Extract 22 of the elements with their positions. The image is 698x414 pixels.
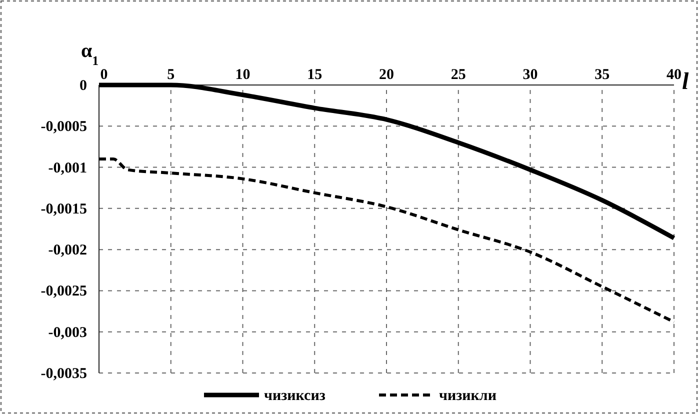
x-tick-label: 35 [594,67,610,83]
x-tick-label: 40 [666,67,682,83]
x-tick-label: 25 [450,67,466,83]
x-tick-label: 30 [522,67,538,83]
x-tick-label: 0 [100,67,108,83]
x-tick-label: 10 [235,67,250,83]
y-tick-label: -0,001 [48,160,87,176]
x-tick-label: 15 [307,67,322,83]
x-tick-label: 5 [167,67,175,83]
y-tick-label: -0,0035 [40,366,87,382]
legend-label: чизиксиз [264,388,326,404]
y-tick-label: -0,002 [48,242,87,259]
x-axis-title: l [682,69,689,95]
y-tick-label: -0,0015 [40,201,87,218]
y-tick-label: -0,0025 [40,284,87,300]
line-series [98,158,676,324]
y-axis-title: α$_{1}$ [81,40,99,68]
x-tick-label: 20 [379,67,394,83]
legend-label: чизикли [439,388,497,404]
y-tick-label: -0,0005 [40,119,87,136]
y-tick-label: -0,003 [48,324,87,341]
y-tick-label: 0 [80,78,87,94]
